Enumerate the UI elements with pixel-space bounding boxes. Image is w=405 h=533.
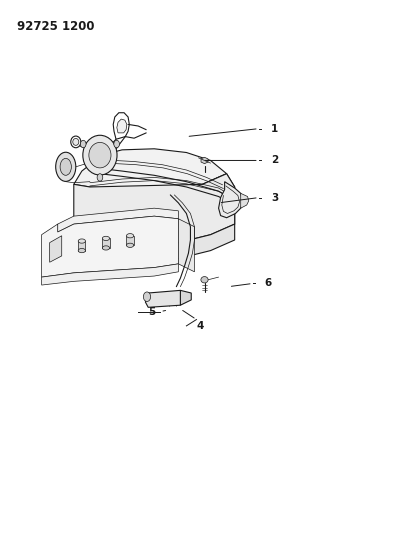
Polygon shape [42,216,178,277]
Ellipse shape [73,139,79,146]
Text: 1: 1 [271,124,278,134]
Polygon shape [180,290,191,305]
Circle shape [114,140,119,148]
Polygon shape [113,113,129,139]
Ellipse shape [89,142,111,168]
Polygon shape [241,193,249,208]
Polygon shape [74,174,234,248]
Ellipse shape [102,236,110,240]
Text: 3: 3 [271,192,278,203]
Polygon shape [126,236,134,245]
Ellipse shape [56,152,76,181]
Ellipse shape [78,239,85,243]
Text: 6: 6 [265,278,272,288]
Polygon shape [178,219,194,272]
Polygon shape [145,290,183,308]
Polygon shape [74,224,234,264]
Ellipse shape [78,248,85,253]
Polygon shape [102,238,110,248]
Polygon shape [117,119,127,133]
Text: 2: 2 [271,156,278,165]
Polygon shape [201,157,208,164]
Ellipse shape [71,136,81,148]
Ellipse shape [60,158,71,175]
Ellipse shape [126,233,134,238]
Ellipse shape [83,135,117,175]
Ellipse shape [102,246,110,250]
Ellipse shape [143,292,151,302]
Polygon shape [74,149,227,189]
Polygon shape [58,208,178,232]
Text: 92725 1200: 92725 1200 [17,20,95,33]
Polygon shape [78,241,85,251]
Polygon shape [50,236,62,262]
Text: 5: 5 [148,306,156,317]
Ellipse shape [201,277,208,283]
Circle shape [81,140,86,148]
Polygon shape [202,174,234,229]
Polygon shape [42,264,178,285]
Polygon shape [219,182,243,217]
Ellipse shape [126,243,134,247]
Text: 4: 4 [196,321,204,331]
Circle shape [97,174,103,181]
